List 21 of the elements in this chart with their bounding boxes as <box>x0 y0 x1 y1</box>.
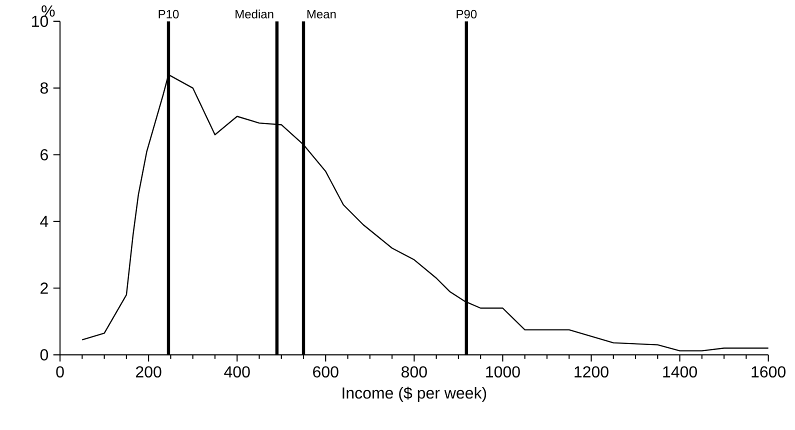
x-tick-label: 1400 <box>663 366 697 378</box>
x-tick-label: 0 <box>56 366 64 378</box>
ref-line-label: P90 <box>456 10 477 19</box>
x-tick-label: 1000 <box>486 366 520 378</box>
y-tick-label: 6 <box>40 149 48 161</box>
x-tick-label: 800 <box>402 366 427 378</box>
y-tick-label: 8 <box>40 82 48 94</box>
x-tick-label: 200 <box>136 366 162 378</box>
ref-line-label: P10 <box>158 10 179 19</box>
y-tick-label: 0 <box>40 349 48 361</box>
y-tick-label: 2 <box>40 282 48 294</box>
y-tick-label: 4 <box>40 216 48 228</box>
y-axis-title: % <box>42 6 55 17</box>
x-tick-label: 600 <box>313 366 338 378</box>
ref-line-label: Median <box>236 10 274 19</box>
x-tick-label: 1200 <box>574 366 608 378</box>
x-axis-title: Income ($ per week) <box>342 386 486 402</box>
ref-line-label: Mean <box>307 10 336 19</box>
y-tick-label: 10 <box>32 16 48 28</box>
x-tick-label: 400 <box>224 366 250 378</box>
x-tick-label: 1600 <box>752 366 786 378</box>
